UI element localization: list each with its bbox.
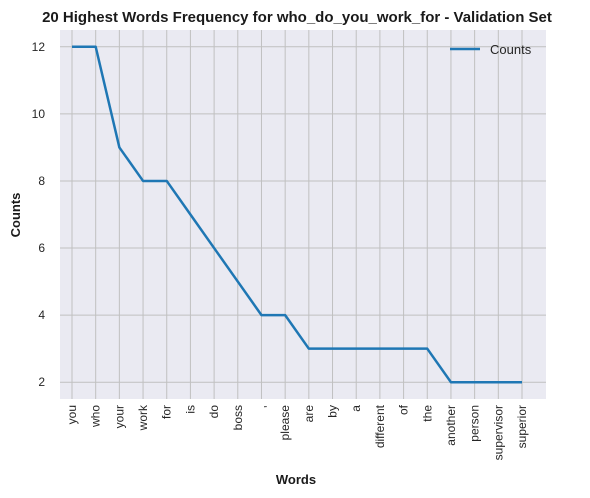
x-tick-label: another xyxy=(444,405,458,446)
x-tick-label: are xyxy=(302,405,316,423)
x-tick-label: boss xyxy=(231,405,245,430)
x-tick-label: work xyxy=(136,404,150,431)
x-tick-label: , xyxy=(254,405,268,408)
y-tick-label: 2 xyxy=(38,375,45,389)
y-tick-label: 6 xyxy=(38,241,45,255)
y-tick-label: 12 xyxy=(32,40,46,54)
x-tick-label: do xyxy=(207,405,221,419)
legend: Counts xyxy=(450,42,532,57)
x-tick-label: supervisor xyxy=(491,405,505,460)
x-tick-label: of xyxy=(397,404,411,415)
x-tick-label: the xyxy=(420,405,434,422)
y-tick-label: 8 xyxy=(38,174,45,188)
x-axis-label: Words xyxy=(276,472,316,487)
plot-area xyxy=(60,30,546,399)
x-tick-label: different xyxy=(373,404,387,448)
x-tick-label: for xyxy=(160,405,174,419)
y-axis-label: Counts xyxy=(8,193,23,238)
x-tick-label: superior xyxy=(515,405,529,448)
chart-title: 20 Highest Words Frequency for who_do_yo… xyxy=(42,9,552,26)
x-axis-ticks: you who your work for is do boss, please are by a di… xyxy=(65,404,529,460)
legend-label-counts: Counts xyxy=(490,42,532,57)
x-tick-label: by xyxy=(326,405,340,418)
x-tick-label: your xyxy=(112,405,126,428)
series-group xyxy=(71,45,523,384)
y-tick-label: 10 xyxy=(32,107,46,121)
x-tick-label: is xyxy=(183,405,197,414)
x-tick-label: a xyxy=(349,405,363,412)
x-tick-label: person xyxy=(468,405,482,442)
x-tick-label: who xyxy=(89,405,103,428)
x-tick-label: you xyxy=(65,405,79,424)
y-axis-ticks: 2 4 6 8 10 12 xyxy=(32,40,46,389)
grid xyxy=(60,30,546,399)
series-line-counts xyxy=(72,45,522,384)
x-tick-label: please xyxy=(278,405,292,441)
y-tick-label: 4 xyxy=(38,308,45,322)
